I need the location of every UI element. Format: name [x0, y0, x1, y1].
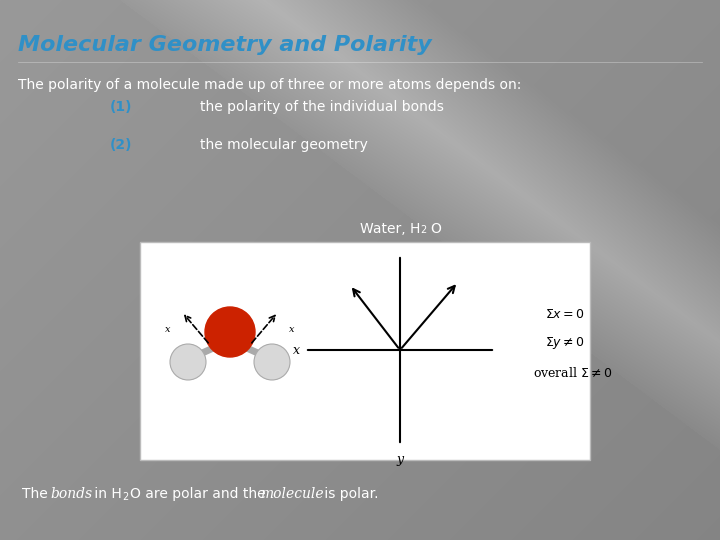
Ellipse shape: [254, 344, 290, 380]
Text: x: x: [289, 326, 294, 334]
Text: is polar.: is polar.: [320, 487, 379, 501]
Text: the molecular geometry: the molecular geometry: [200, 138, 368, 152]
Text: in H: in H: [90, 487, 122, 501]
Ellipse shape: [170, 344, 206, 380]
Ellipse shape: [205, 307, 255, 357]
Text: bonds: bonds: [50, 487, 92, 501]
Text: (1): (1): [110, 100, 132, 114]
Text: 2: 2: [122, 492, 128, 502]
Text: The: The: [22, 487, 52, 501]
Text: y: y: [397, 453, 404, 466]
Text: 2: 2: [420, 225, 426, 235]
Text: (2): (2): [110, 138, 132, 152]
Text: the polarity of the individual bonds: the polarity of the individual bonds: [200, 100, 444, 114]
Text: x: x: [293, 343, 300, 356]
Bar: [140, 242, 590, 460]
Text: Water, H: Water, H: [359, 222, 420, 236]
Text: O are polar and the: O are polar and the: [130, 487, 270, 501]
Text: Molecular Geometry and Polarity: Molecular Geometry and Polarity: [18, 35, 432, 55]
Text: molecule: molecule: [260, 487, 323, 501]
Text: overall $\Sigma \neq 0$: overall $\Sigma \neq 0$: [533, 366, 613, 380]
Text: $\Sigma y \neq 0$: $\Sigma y \neq 0$: [545, 335, 585, 351]
Text: x: x: [166, 326, 171, 334]
Text: The polarity of a molecule made up of three or more atoms depends on:: The polarity of a molecule made up of th…: [18, 78, 521, 92]
Text: O: O: [430, 222, 441, 236]
Text: $\Sigma x = 0$: $\Sigma x = 0$: [545, 308, 585, 321]
